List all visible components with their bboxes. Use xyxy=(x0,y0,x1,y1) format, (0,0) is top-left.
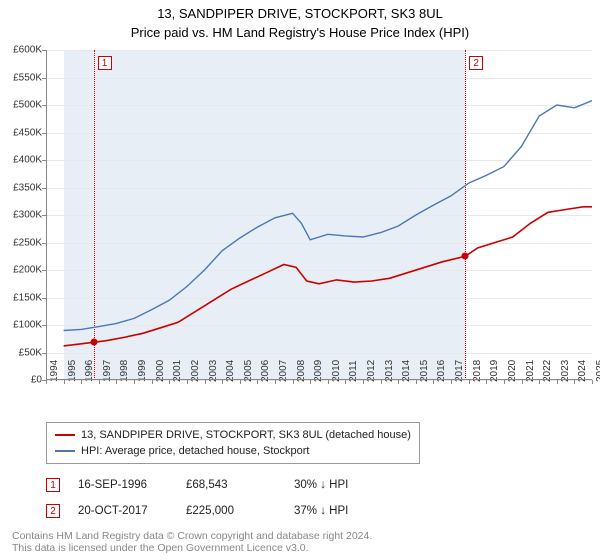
x-tick xyxy=(275,380,276,384)
y-tick-label: £350K xyxy=(13,182,42,193)
x-tick-label: 2025 xyxy=(595,360,600,382)
price-marker xyxy=(462,253,469,260)
title-line2: Price paid vs. HM Land Registry's House … xyxy=(0,25,600,40)
x-tick xyxy=(451,380,452,384)
event-number-box: 2 xyxy=(46,504,60,518)
x-tick xyxy=(240,380,241,384)
legend-swatch xyxy=(55,450,75,452)
event-number-box: 1 xyxy=(46,478,60,492)
event-price: £68,543 xyxy=(186,479,276,491)
series-line-hpi xyxy=(64,101,592,331)
x-tick xyxy=(205,380,206,384)
y-tick-label: £100K xyxy=(13,320,42,331)
event-date: 20-OCT-2017 xyxy=(78,505,168,517)
x-tick xyxy=(257,380,258,384)
legend-label: 13, SANDPIPER DRIVE, STOCKPORT, SK3 8UL … xyxy=(81,429,411,441)
x-tick xyxy=(522,380,523,384)
legend-swatch xyxy=(55,434,75,436)
y-tick-label: £600K xyxy=(13,45,42,56)
x-tick xyxy=(345,380,346,384)
event-price: £225,000 xyxy=(186,505,276,517)
y-tick-label: £50K xyxy=(19,347,42,358)
legend-item: HPI: Average price, detached house, Stoc… xyxy=(55,443,411,459)
event-delta: 30% ↓ HPI xyxy=(294,479,384,491)
legend-label: HPI: Average price, detached house, Stoc… xyxy=(81,445,310,457)
title-block: 13, SANDPIPER DRIVE, STOCKPORT, SK3 8UL … xyxy=(0,0,600,40)
x-axis-line xyxy=(46,379,592,380)
x-tick xyxy=(486,380,487,384)
series-line-property xyxy=(64,207,592,346)
x-tick xyxy=(222,380,223,384)
footer-line1: Contains HM Land Registry data © Crown c… xyxy=(12,530,592,542)
y-tick-label: £0 xyxy=(31,375,42,386)
event-date: 16-SEP-1996 xyxy=(78,479,168,491)
x-tick xyxy=(64,380,65,384)
x-tick xyxy=(310,380,311,384)
x-tick xyxy=(134,380,135,384)
y-axis-line xyxy=(46,50,47,380)
title-line1: 13, SANDPIPER DRIVE, STOCKPORT, SK3 8UL xyxy=(0,6,600,21)
y-tick-label: £150K xyxy=(13,292,42,303)
y-tick-label: £450K xyxy=(13,127,42,138)
x-tick xyxy=(592,380,593,384)
y-tick-label: £400K xyxy=(13,155,42,166)
x-tick xyxy=(116,380,117,384)
x-tick xyxy=(381,380,382,384)
x-tick xyxy=(363,380,364,384)
x-tick xyxy=(152,380,153,384)
x-tick xyxy=(416,380,417,384)
x-tick xyxy=(557,380,558,384)
x-tick xyxy=(328,380,329,384)
x-tick xyxy=(169,380,170,384)
series-svg xyxy=(46,50,592,380)
event-delta: 37% ↓ HPI xyxy=(294,505,384,517)
x-tick xyxy=(46,380,47,384)
y-tick-label: £550K xyxy=(13,72,42,83)
x-tick xyxy=(469,380,470,384)
x-tick xyxy=(539,380,540,384)
legend-item: 13, SANDPIPER DRIVE, STOCKPORT, SK3 8UL … xyxy=(55,427,411,443)
x-tick xyxy=(504,380,505,384)
event-row: 1 16-SEP-1996 £68,543 30% ↓ HPI xyxy=(46,472,592,498)
legend-box: 13, SANDPIPER DRIVE, STOCKPORT, SK3 8UL … xyxy=(46,422,420,464)
y-tick-label: £300K xyxy=(13,210,42,221)
footer: Contains HM Land Registry data © Crown c… xyxy=(12,530,592,554)
x-tick xyxy=(293,380,294,384)
events-table: 1 16-SEP-1996 £68,543 30% ↓ HPI 2 20-OCT… xyxy=(46,472,592,524)
y-tick-label: £500K xyxy=(13,100,42,111)
y-tick-label: £200K xyxy=(13,265,42,276)
y-tick-label: £250K xyxy=(13,237,42,248)
chart-container: 13, SANDPIPER DRIVE, STOCKPORT, SK3 8UL … xyxy=(0,0,600,554)
x-tick xyxy=(81,380,82,384)
price-marker xyxy=(90,339,97,346)
event-row: 2 20-OCT-2017 £225,000 37% ↓ HPI xyxy=(46,498,592,524)
x-tick xyxy=(398,380,399,384)
x-tick xyxy=(99,380,100,384)
x-tick xyxy=(433,380,434,384)
x-tick xyxy=(187,380,188,384)
plot-area: £0£50K£100K£150K£200K£250K£300K£350K£400… xyxy=(46,50,592,380)
footer-line2: This data is licensed under the Open Gov… xyxy=(12,542,592,554)
x-tick xyxy=(574,380,575,384)
